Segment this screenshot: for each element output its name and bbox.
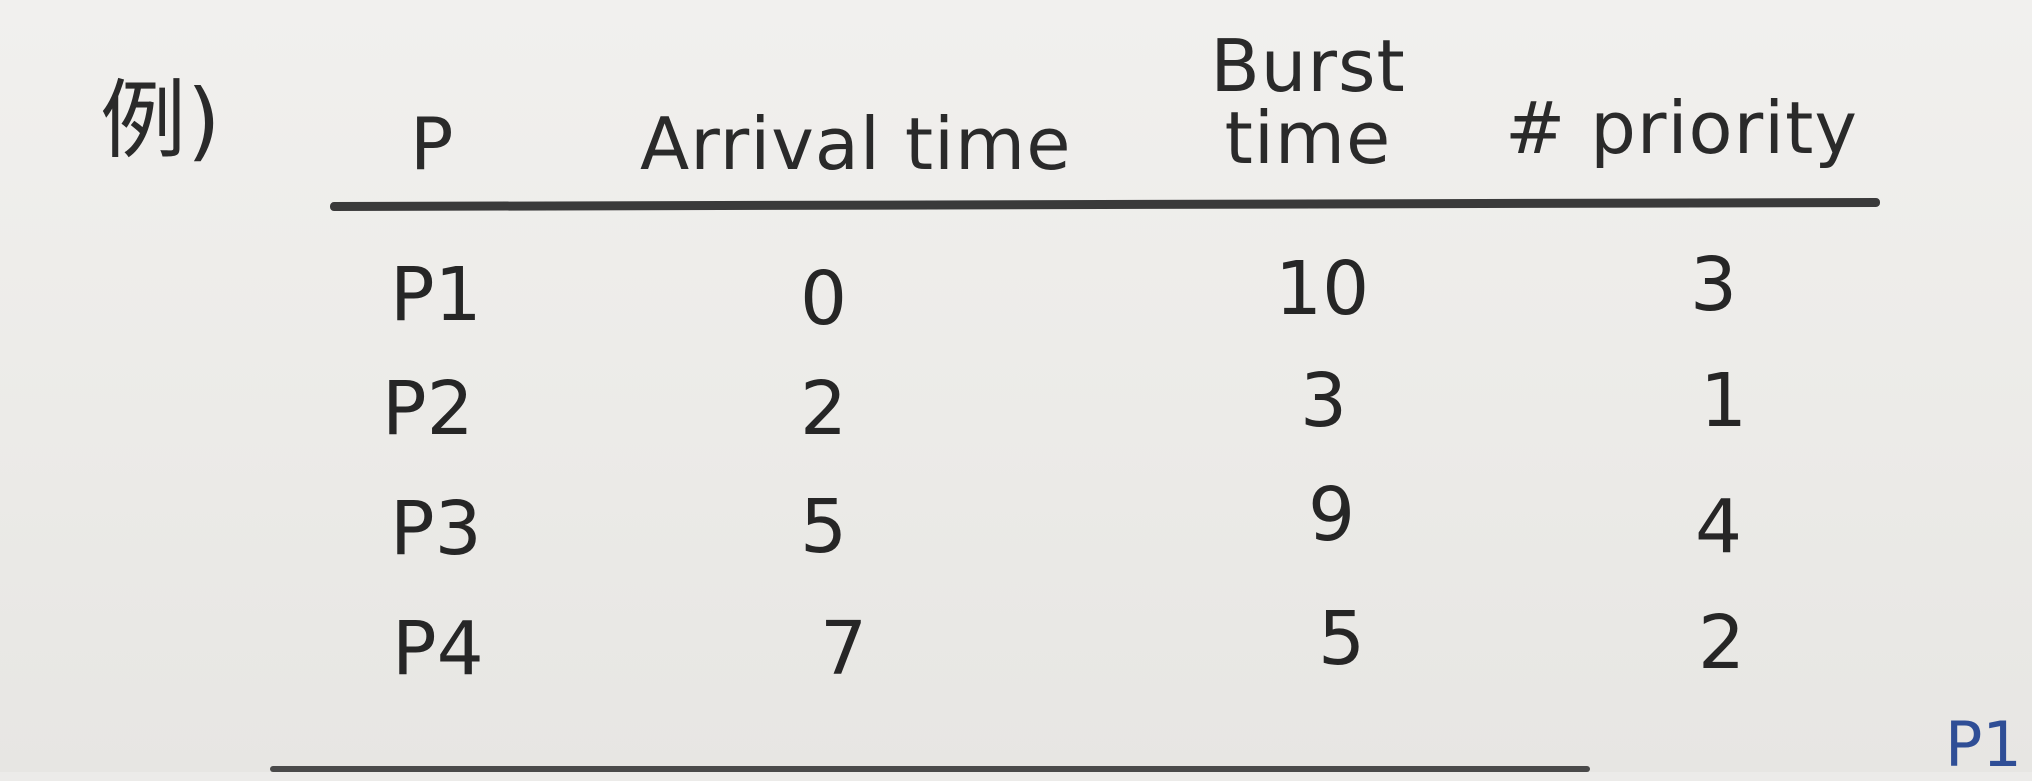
header-process: P xyxy=(410,102,455,186)
row2-arrival: 2 xyxy=(800,366,848,452)
bottom-rule xyxy=(270,766,1590,772)
row4-burst: 5 xyxy=(1318,596,1366,682)
row2-priority: 1 xyxy=(1700,358,1748,444)
row1-process: P1 xyxy=(390,252,482,338)
header-burst-line2: time xyxy=(1224,96,1392,180)
row4-priority: 2 xyxy=(1698,600,1746,686)
row1-burst: 10 xyxy=(1275,246,1370,332)
row1-priority: 3 xyxy=(1690,242,1738,328)
header-burst-line1: Burst xyxy=(1210,24,1406,108)
corner-note: P1 xyxy=(1945,708,2022,781)
header-arrival-time: Arrival time xyxy=(640,102,1072,186)
row3-arrival: 5 xyxy=(800,484,848,570)
row4-process: P4 xyxy=(392,606,484,692)
row2-burst: 3 xyxy=(1300,358,1348,444)
row4-arrival: 7 xyxy=(820,606,868,692)
row2-process: P2 xyxy=(382,366,474,452)
header-burst-time: Burst time xyxy=(1208,30,1408,174)
header-priority: # priority xyxy=(1505,86,1859,170)
row3-burst: 9 xyxy=(1308,472,1356,558)
example-mark: 例) xyxy=(100,71,222,171)
row3-priority: 4 xyxy=(1695,484,1743,570)
row1-arrival: 0 xyxy=(800,256,848,342)
row3-process: P3 xyxy=(390,486,482,572)
